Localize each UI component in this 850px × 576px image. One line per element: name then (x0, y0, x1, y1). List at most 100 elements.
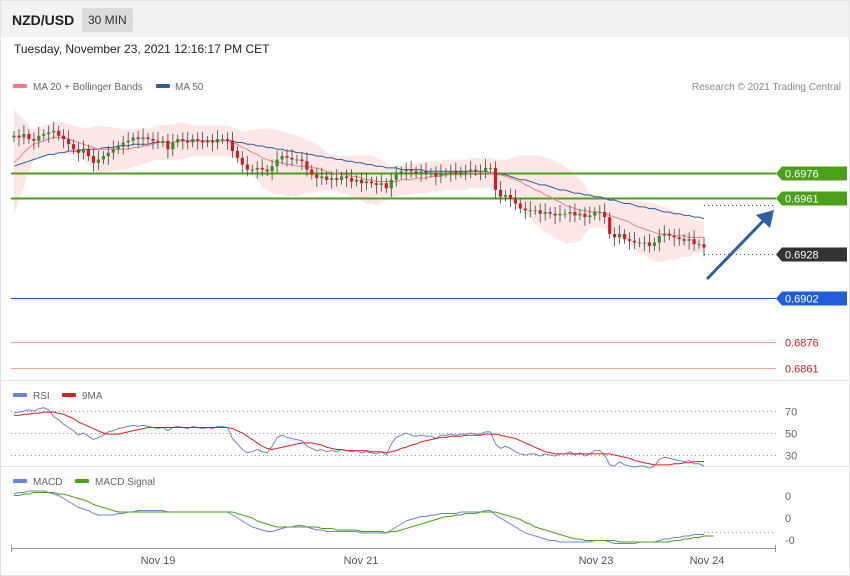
candle-body (186, 140, 190, 143)
candle-body (652, 242, 656, 246)
candle-body (627, 239, 632, 241)
candle-body (220, 139, 225, 141)
candle-body (493, 167, 498, 190)
legend-swatch-macd (13, 479, 27, 483)
macd-signal-line (14, 492, 714, 543)
candle-body (101, 156, 105, 160)
candle-body (32, 139, 36, 141)
candle-body (364, 181, 368, 184)
legend-label-macd-signal: MACD Signal (95, 477, 155, 488)
candle-body (260, 167, 264, 170)
candle-body (300, 159, 304, 162)
candle-body (459, 171, 463, 173)
candle-body (335, 178, 339, 180)
candle-body (588, 215, 592, 218)
candle-body (91, 156, 95, 163)
candle-body (275, 159, 279, 167)
level-label-support: 0.6902 (785, 294, 819, 306)
level-labels: 0.6976 0.6961 0.6928 0.6902 0.6876 0.6861 (776, 166, 847, 376)
key-levels (11, 172, 776, 369)
rsi-tick-label: 50 (785, 429, 797, 441)
legend-swatch-ma20 (13, 84, 27, 88)
level-label-minor: 0.6861 (785, 364, 819, 376)
candle-body (498, 190, 503, 197)
candle-body (330, 178, 334, 180)
candle-body (657, 235, 661, 243)
candle-body (613, 234, 617, 238)
candle-body (687, 239, 691, 241)
candle-body (429, 173, 433, 174)
candle-body (12, 135, 16, 138)
candle-body (379, 183, 383, 185)
candle-body (67, 139, 71, 145)
candle-body (558, 213, 562, 216)
symbol-label: NZD/USD (12, 12, 75, 28)
level-label-resistance: 0.6961 (785, 194, 819, 206)
legend-swatch-ma50 (156, 84, 170, 88)
time-axis: Nov 19 Nov 21 Nov 23 Nov 24 (11, 545, 776, 567)
candle-body (583, 213, 587, 218)
candle-body (255, 167, 259, 170)
candle-body (662, 234, 666, 236)
legend-label-ma20: MA 20 + Bollinger Bands (33, 82, 143, 93)
candle-body (265, 169, 269, 172)
candle-body (181, 139, 185, 141)
candle-body (350, 178, 354, 182)
candle-body (240, 157, 244, 165)
candle-body (206, 140, 210, 143)
level-tag-current (776, 247, 847, 262)
candle-body (503, 195, 507, 197)
candle-body (618, 234, 622, 238)
macd-tick-label: 0 (785, 513, 791, 525)
candle-body (146, 137, 150, 140)
candle-body (528, 210, 532, 212)
candle-body (121, 142, 125, 146)
level-tag-resistance (776, 166, 847, 181)
candle-body (533, 210, 537, 212)
forecast-arrow-shaft (706, 218, 766, 280)
candle-body (76, 149, 81, 153)
candle-body (434, 173, 438, 177)
candle-body (250, 169, 254, 171)
candle-body (464, 171, 468, 173)
candle-body (47, 132, 51, 135)
time-tick-label: Nov 21 (344, 555, 379, 567)
bollinger-band (14, 108, 704, 263)
candle-body (131, 137, 135, 141)
candle-body (513, 198, 517, 204)
candle-body (176, 139, 180, 143)
rsi-panel: 70 50 30 (11, 407, 797, 469)
macd-panel: 0 0 -0 (13, 490, 795, 547)
macd-legend: MACD MACD Signal (13, 477, 155, 488)
chart-datetime: Tuesday, November 23, 2021 12:16:17 PM C… (14, 42, 270, 56)
candle-body (290, 157, 294, 160)
candle-body (677, 237, 681, 240)
candle-body (72, 144, 76, 150)
candle-body (310, 169, 314, 175)
candle-body (230, 140, 234, 151)
candle-body (598, 212, 602, 213)
candle-body (225, 139, 230, 141)
candles (12, 121, 706, 257)
bollinger-band-area (14, 108, 704, 263)
candle-body (81, 149, 86, 153)
macd-tick-label: -0 (785, 535, 795, 547)
candle-body (419, 171, 423, 173)
macd-tick-label: 0 (785, 491, 791, 503)
legend-label-rsi-ma: 9MA (82, 391, 103, 402)
candle-body (211, 140, 215, 143)
candle-body (449, 171, 453, 173)
candle-body (245, 164, 249, 170)
candle-body (171, 142, 175, 150)
candle-body (593, 212, 597, 216)
legend-label-macd: MACD (33, 477, 62, 488)
candle-body (553, 213, 557, 216)
candle-body (394, 174, 398, 180)
candle-body (523, 208, 527, 211)
candle-body (141, 137, 145, 140)
candle-body (369, 181, 373, 184)
candle-body (345, 176, 349, 179)
timeframe-button[interactable]: 30 MIN (82, 8, 133, 32)
candle-body (409, 169, 413, 172)
